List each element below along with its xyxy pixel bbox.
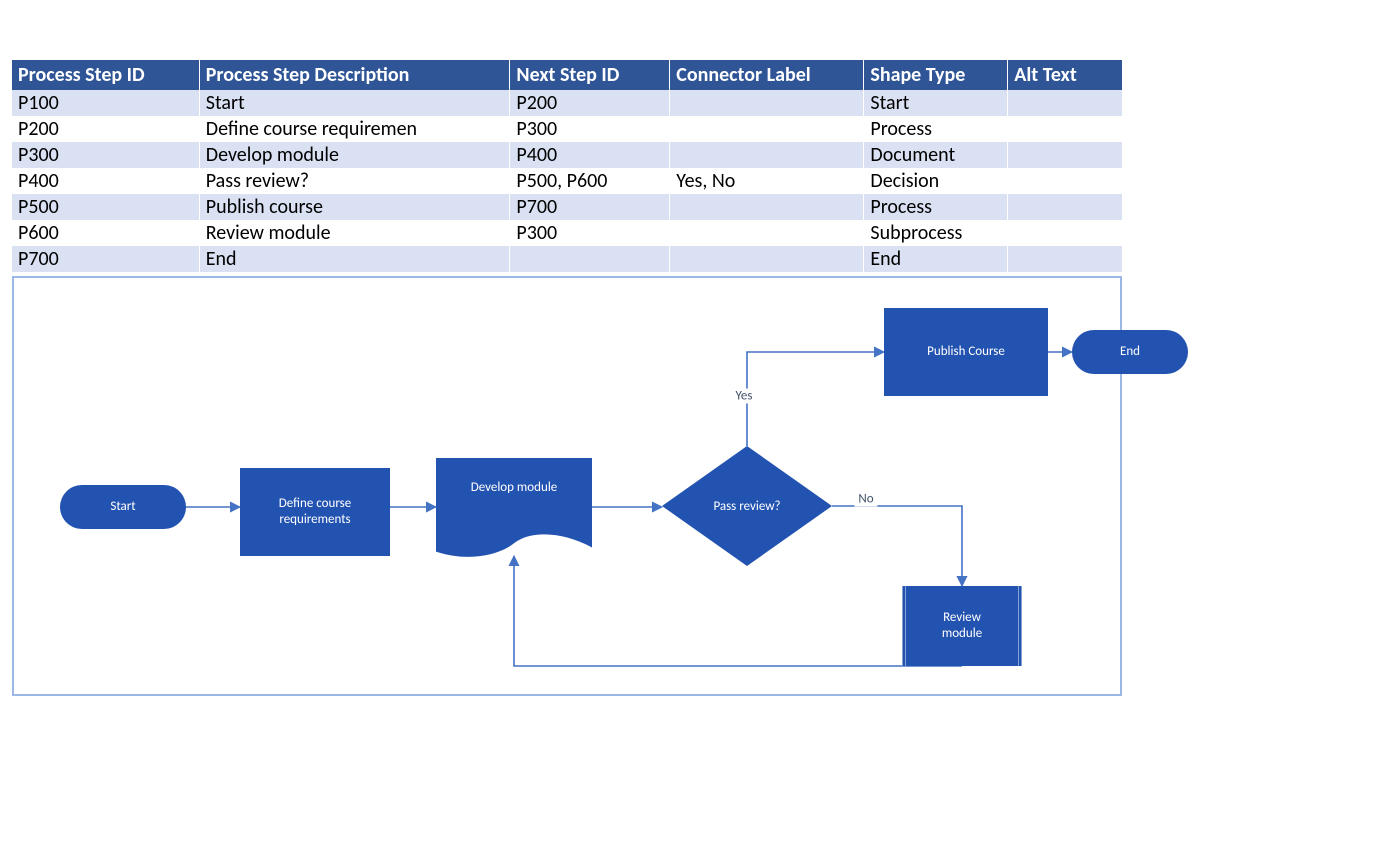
table-row: P300Develop moduleP400 Document [12, 142, 1122, 168]
table-cell: Subprocess [864, 220, 1008, 246]
table-cell [670, 220, 864, 246]
table-cell: Process [864, 194, 1008, 220]
table-cell: Yes, No [670, 168, 864, 194]
table-cell: Publish course [199, 194, 510, 220]
table-row: P200Define course requiremenP300 Process [12, 116, 1122, 142]
flow-node-label: Pass review? [662, 446, 832, 566]
table-cell: P100 [12, 90, 199, 116]
table-cell [510, 246, 670, 272]
process-table-body: P100StartP200StartP200Define course requ… [12, 90, 1122, 272]
table-cell: P400 [12, 168, 199, 194]
table-cell [670, 90, 864, 116]
edge-label: Yes [732, 389, 757, 404]
table-row: P100StartP200Start [12, 90, 1122, 116]
table-cell: P200 [510, 90, 670, 116]
column-header: Process Step Description [199, 60, 510, 90]
column-header: Connector Label [670, 60, 864, 90]
table-cell [670, 142, 864, 168]
column-header: Next Step ID [510, 60, 670, 90]
table-cell: Decision [864, 168, 1008, 194]
table-cell: P700 [510, 194, 670, 220]
flow-node-develop: Develop module [436, 458, 592, 562]
table-cell: P400 [510, 142, 670, 168]
column-header: Process Step ID [12, 60, 199, 90]
table-cell: P500, P600 [510, 168, 670, 194]
column-header: Alt Text [1008, 60, 1122, 90]
table-cell: Process [864, 116, 1008, 142]
table-cell: P300 [510, 116, 670, 142]
table-cell [670, 116, 864, 142]
process-table-header-row: Process Step IDProcess Step DescriptionN… [12, 60, 1122, 90]
table-cell: Pass review? [199, 168, 510, 194]
table-cell: Define course requiremen [199, 116, 510, 142]
table-row: P500Publish courseP700 Process [12, 194, 1122, 220]
flow-node-publish: Publish Course [884, 308, 1048, 396]
table-cell [1008, 194, 1122, 220]
table-cell [1008, 168, 1122, 194]
table-cell: End [864, 246, 1008, 272]
table-cell: P300 [12, 142, 199, 168]
table-row: P600Review moduleP300 Subprocess [12, 220, 1122, 246]
table-cell [1008, 246, 1122, 272]
table-cell: P200 [12, 116, 199, 142]
table-cell [1008, 220, 1122, 246]
flow-edge [832, 506, 962, 586]
column-header: Shape Type [864, 60, 1008, 90]
flow-edge [514, 556, 962, 666]
table-cell: P600 [12, 220, 199, 246]
flow-node-end: End [1072, 330, 1188, 374]
table-cell: Develop module [199, 142, 510, 168]
flow-node-label: Develop module [436, 458, 592, 562]
table-cell [670, 194, 864, 220]
table-cell: P500 [12, 194, 199, 220]
flow-node-start: Start [60, 485, 186, 529]
table-cell [1008, 142, 1122, 168]
table-cell: End [199, 246, 510, 272]
table-row: P400Pass review?P500, P600Yes, NoDecisio… [12, 168, 1122, 194]
flow-node-define: Define course requirements [240, 468, 390, 556]
table-cell: P700 [12, 246, 199, 272]
flow-node-decide: Pass review? [662, 446, 832, 566]
flowchart-panel: Yes No Start Define course requirements Deve… [12, 276, 1122, 696]
table-cell: Start [864, 90, 1008, 116]
flow-node-review: Review module [902, 586, 1022, 666]
table-cell [1008, 116, 1122, 142]
table-row: P700EndEnd [12, 246, 1122, 272]
table-cell: Review module [199, 220, 510, 246]
process-table: Process Step IDProcess Step DescriptionN… [12, 60, 1122, 272]
table-cell [1008, 90, 1122, 116]
edge-label: No [854, 492, 877, 507]
flow-edge [747, 352, 884, 446]
table-cell [670, 246, 864, 272]
table-cell: Start [199, 90, 510, 116]
table-cell: Document [864, 142, 1008, 168]
table-cell: P300 [510, 220, 670, 246]
